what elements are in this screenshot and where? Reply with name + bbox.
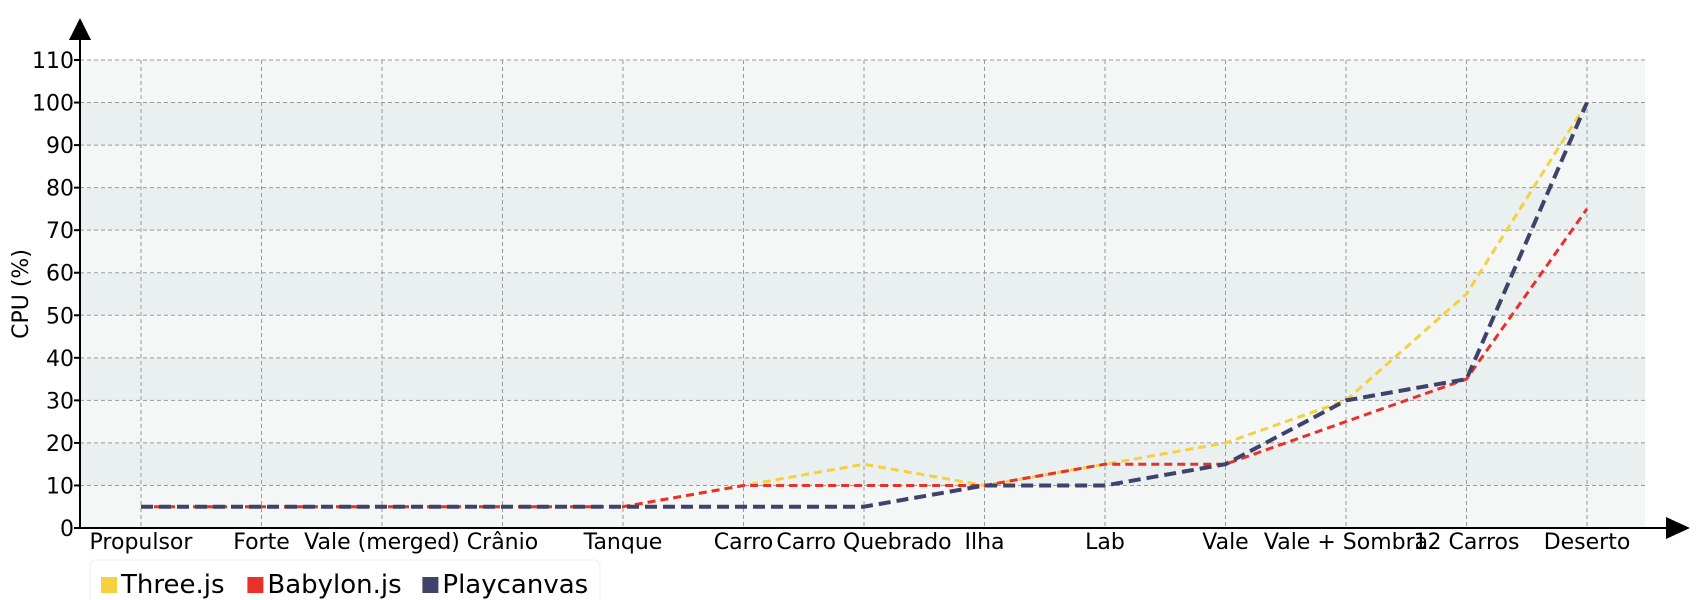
x-tick-label: Carro Quebrado — [776, 530, 951, 555]
background-band — [80, 400, 1645, 443]
x-tick-label: 12 Carros — [1414, 530, 1520, 555]
y-tick-label: 40 — [46, 347, 74, 372]
y-tick-label: 10 — [46, 474, 74, 499]
y-tick-label: 80 — [46, 177, 74, 202]
y-tick-label: 20 — [46, 432, 74, 457]
legend-swatch-playcanvas — [422, 577, 439, 593]
legend: Three.js Babylon.js Playcanvas — [89, 559, 601, 600]
series-line-playcanvas — [141, 101, 1589, 509]
background-band — [80, 272, 1645, 316]
y-tick-label: 100 — [32, 92, 74, 117]
y-tick-label: 70 — [46, 219, 74, 244]
background-band — [80, 145, 1645, 188]
background-band — [80, 102, 1645, 146]
y-tick-label: 50 — [46, 304, 74, 329]
x-tick-label: Deserto — [1544, 530, 1631, 555]
background-band — [80, 230, 1645, 273]
legend-swatch-babylon-js — [247, 577, 264, 593]
background-band — [80, 442, 1645, 486]
y-tick-label: 0 — [60, 517, 74, 542]
x-tick-label: Vale + Sombra — [1264, 530, 1428, 555]
x-tick-label: Ilha — [964, 530, 1004, 555]
x-tick-label: Propulsor — [90, 530, 194, 555]
y-axis-ticks: 0 10 20 30 40 50 60 70 80 90 100 110 — [32, 49, 80, 542]
grid — [80, 59, 1645, 529]
axes — [69, 18, 1690, 539]
plot-background — [80, 60, 1645, 528]
y-tick-label: 110 — [32, 49, 74, 74]
x-tick-label: Crânio — [467, 530, 538, 555]
x-axis-arrow-icon — [1666, 517, 1690, 539]
y-axis-arrow-icon — [69, 18, 91, 40]
legend-label: Babylon.js — [267, 570, 401, 600]
y-tick-label: 60 — [46, 262, 74, 287]
background-band — [80, 315, 1645, 358]
legend-box — [89, 559, 601, 600]
background-band — [80, 60, 1645, 103]
background-band — [80, 187, 1645, 231]
legend-swatch-three-js — [101, 577, 117, 593]
background-band — [80, 357, 1645, 401]
legend-label: Playcanvas — [442, 570, 588, 600]
x-axis-ticks: Propulsor Forte Vale (merged) Crânio Tanque C… — [90, 530, 1631, 555]
legend-label: Three.js — [120, 570, 225, 600]
x-tick-label: Lab — [1085, 530, 1125, 555]
y-tick-label: 90 — [46, 134, 74, 159]
y-axis-title: CPU (%) — [9, 249, 34, 339]
x-tick-label: Vale (merged) — [304, 530, 460, 555]
x-tick-label: Vale — [1202, 530, 1248, 555]
x-tick-label: Tanque — [583, 530, 663, 555]
y-tick-label: 30 — [46, 389, 74, 414]
x-tick-label: Carro — [714, 530, 774, 555]
series-lines — [141, 101, 1589, 509]
x-tick-label: Forte — [233, 530, 290, 555]
